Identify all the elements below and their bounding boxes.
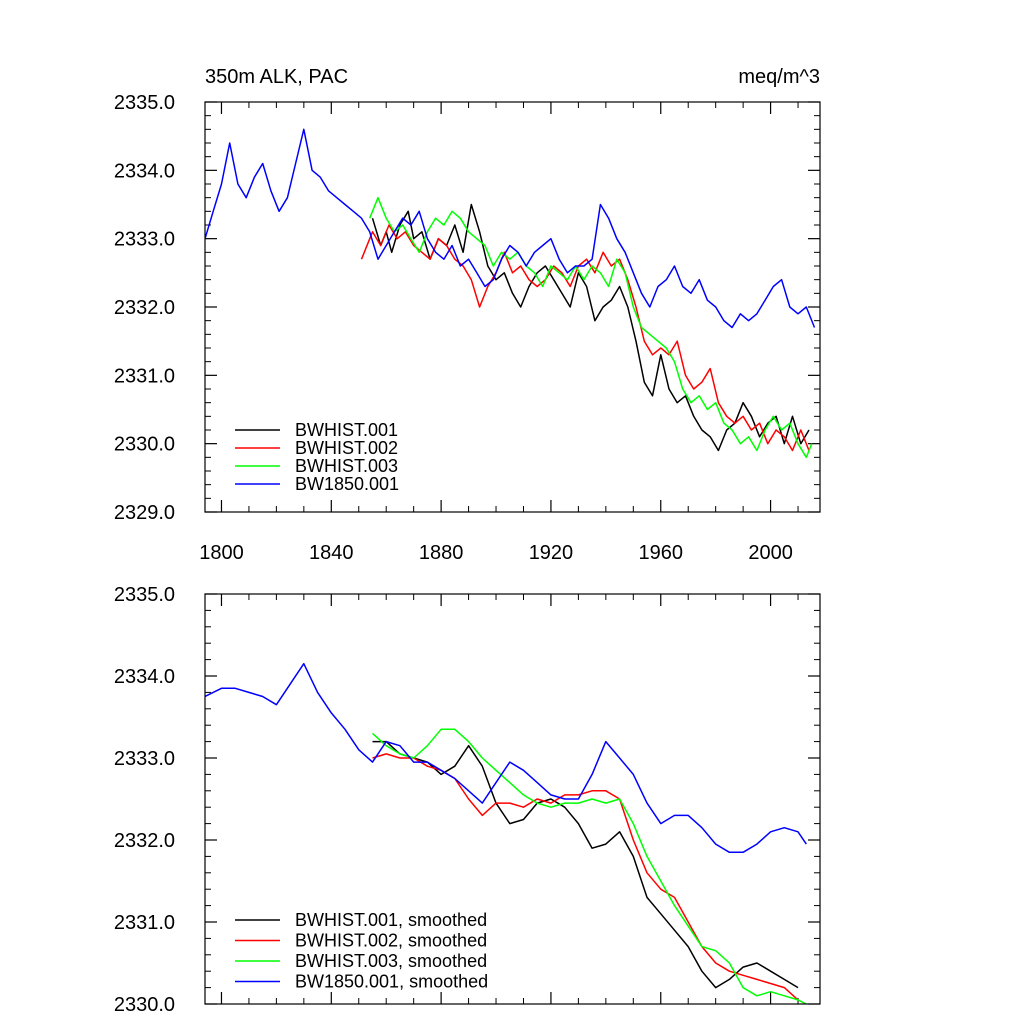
y-tick-labels: 2329.0 2330.0 2331.0 2332.0 2333.0 2334.0 2335… <box>114 92 175 524</box>
panel-title-left: 350m ALK, PAC <box>205 66 348 88</box>
legend-label: BW1850.001 <box>295 474 399 494</box>
series-line-4 <box>205 662 807 854</box>
legend-label: BWHIST.001, smoothed <box>295 910 487 930</box>
y-tick-label: 2331.0 <box>114 365 175 387</box>
y-tick-label: 2329.0 <box>114 502 175 524</box>
legend-item: BWHIST.003, smoothed <box>235 951 487 971</box>
series-line-2 <box>360 224 810 452</box>
y-tick-label: 2335.0 <box>114 584 175 606</box>
x-tick-label: 2000 <box>748 542 793 564</box>
x-tick-labels: 1800 1840 1880 1920 1960 2000 <box>199 542 793 564</box>
legend-item: BWHIST.001 <box>235 420 398 440</box>
legend-item: BWHIST.003 <box>235 456 398 476</box>
y-tick-label: 2332.0 <box>114 297 175 319</box>
legend-item: BW1850.001 <box>235 474 399 494</box>
series-line-1 <box>372 740 799 989</box>
y-tick-label: 2331.0 <box>114 912 175 934</box>
legend-label: BWHIST.001 <box>295 420 398 440</box>
legend-item: BW1850.001, smoothed <box>235 972 488 992</box>
series-line-3 <box>371 728 807 1004</box>
y-tick-label: 2335.0 <box>114 92 175 114</box>
series-line-3 <box>369 196 813 459</box>
panel-title-right: meq/m^3 <box>738 66 820 88</box>
plot-series <box>205 662 807 1004</box>
y-tick-label: 2330.0 <box>114 434 175 456</box>
x-tick-label: 1840 <box>309 542 354 564</box>
legend-label: BWHIST.002, smoothed <box>295 931 487 951</box>
plot-series <box>205 128 816 459</box>
y-tick-label: 2334.0 <box>114 666 175 688</box>
alkalinity-raw-panel: 350m ALK, PAC meq/m^3 2329.0 2330.0 2331.0… <box>114 66 821 564</box>
series-line-4 <box>205 128 816 329</box>
x-tick-label: 1960 <box>639 542 684 564</box>
legend-item: BWHIST.001, smoothed <box>235 910 487 930</box>
y-tick-label: 2334.0 <box>114 160 175 182</box>
y-tick-labels: 2330.0 2331.0 2332.0 2333.0 2334.0 2335.0 <box>114 584 175 1016</box>
y-tick-label: 2333.0 <box>114 748 175 770</box>
legend-item: BWHIST.002 <box>235 438 398 458</box>
legend-label: BWHIST.003 <box>295 456 398 476</box>
axis-ticks <box>205 593 820 1005</box>
plot-frame <box>204 593 821 1005</box>
y-tick-label: 2332.0 <box>114 830 175 852</box>
x-tick-label: 1880 <box>419 542 464 564</box>
y-tick-label: 2330.0 <box>114 994 175 1016</box>
x-tick-label: 1800 <box>199 542 244 564</box>
plot-frame <box>204 101 821 513</box>
x-tick-label: 1920 <box>529 542 574 564</box>
axis-ticks <box>205 101 820 513</box>
alkalinity-smoothed-panel: 2330.0 2331.0 2332.0 2333.0 2334.0 2335.0 BWH… <box>114 584 821 1016</box>
y-tick-label: 2333.0 <box>114 229 175 251</box>
legend-label: BWHIST.002 <box>295 438 398 458</box>
legend-label: BWHIST.003, smoothed <box>295 951 487 971</box>
legend-label: BW1850.001, smoothed <box>295 972 488 992</box>
legend-item: BWHIST.002, smoothed <box>235 931 487 951</box>
